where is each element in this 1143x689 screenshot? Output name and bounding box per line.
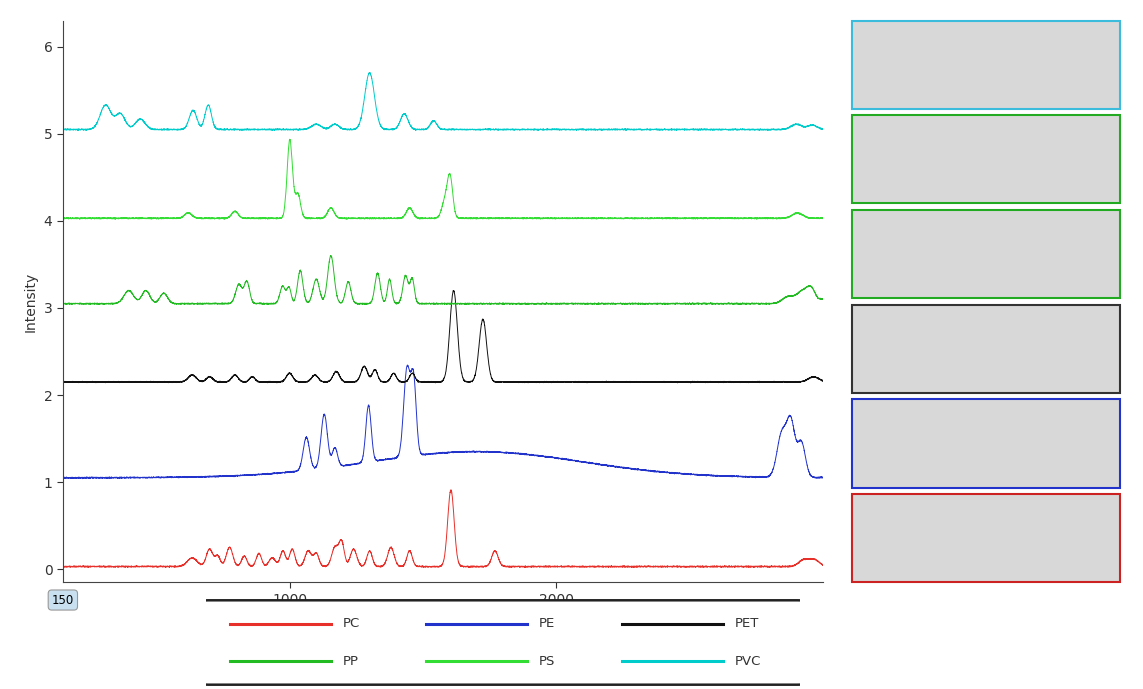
- FancyBboxPatch shape: [191, 600, 815, 685]
- Y-axis label: Intensity: Intensity: [24, 271, 38, 331]
- Text: PP: PP: [343, 655, 359, 668]
- Text: 150: 150: [51, 593, 74, 606]
- Text: PC: PC: [343, 617, 360, 630]
- Text: PE: PE: [538, 617, 554, 630]
- X-axis label: Raman Shift (cm⁻¹): Raman Shift (cm⁻¹): [376, 613, 510, 626]
- Text: PVC: PVC: [735, 655, 761, 668]
- Text: PET: PET: [735, 617, 759, 630]
- Text: PS: PS: [538, 655, 555, 668]
